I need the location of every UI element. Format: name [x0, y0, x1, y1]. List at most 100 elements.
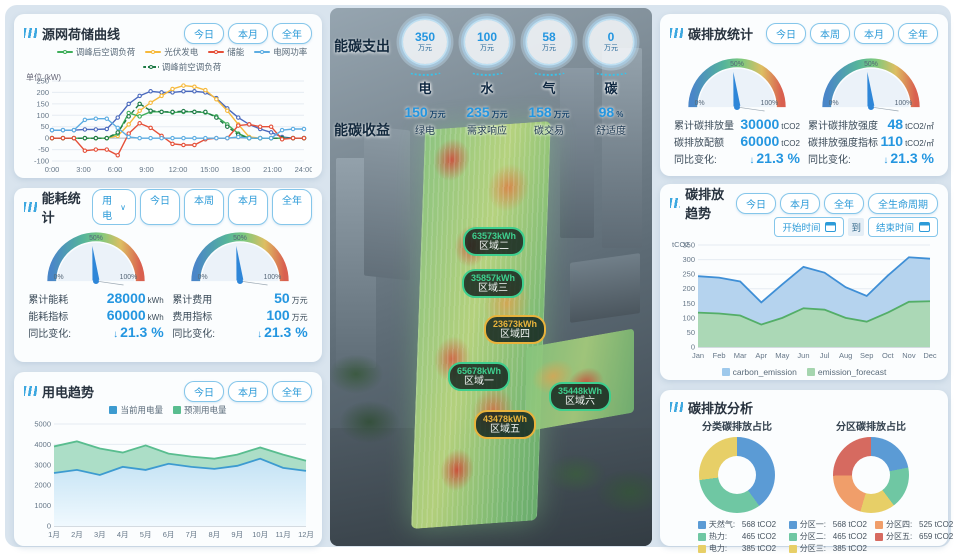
svg-text:Apr: Apr — [755, 351, 767, 360]
source-grid-load-chart: 单位 (kW) 250 200 150 100 50 0 -50 -100 0:00 3:00 6:… — [24, 73, 313, 179]
panel-title-text: 碳排放统计 — [688, 26, 754, 42]
panel-title: 源网荷储曲线 — [24, 24, 120, 43]
calendar-icon — [919, 222, 930, 232]
stat-unit: tCO2/㎡ — [905, 122, 934, 131]
legend-label: 调峰前空调负荷 — [161, 62, 222, 72]
svg-text:3000: 3000 — [34, 460, 51, 469]
legend-swatch — [697, 520, 706, 529]
expense-ring: 350 万元 — [403, 20, 447, 64]
legend-label: 当前用电量 — [120, 405, 163, 415]
time-filter-button[interactable]: 全年 — [272, 22, 312, 44]
svg-text:Aug: Aug — [839, 351, 852, 360]
dashed-arc-icon — [531, 67, 567, 76]
svg-text:9月: 9月 — [231, 530, 243, 539]
stat-row: 碳排放配额 60000 tCO2 — [674, 133, 800, 149]
time-filter-button[interactable]: 本月 — [854, 22, 894, 44]
dashed-arc-icon — [469, 67, 505, 76]
carbon-trend-chart: 350 300 250 200 150 100 50 0 Jan Feb Mar Apr May Jun J… — [670, 238, 938, 365]
time-filter-button[interactable]: 全年 — [898, 22, 938, 44]
legend-item[interactable]: 储能 — [208, 46, 244, 58]
chart-legend: 当前用电量 预测用电量 — [24, 402, 312, 417]
zone-label[interactable]: 35857kWh 区域三 — [462, 269, 525, 298]
stat-value: 100 — [266, 307, 290, 323]
svg-text:2月: 2月 — [71, 530, 83, 539]
carbon-total-gauge-block: 0% 50% 100% 累计碳排放量 30000 tCO2 碳排放配额 60000 tCO… — [674, 50, 800, 167]
panel-title-text: 用电趋势 — [42, 384, 95, 400]
time-filter-button[interactable]: 本周 — [810, 22, 850, 44]
time-filter-button[interactable]: 全年 — [824, 192, 864, 214]
donut-legend-item: 分区四: 525 tCO2 — [875, 519, 953, 530]
zone-name: 区域五 — [490, 424, 521, 435]
svg-text:12月: 12月 — [298, 530, 314, 539]
legend-label: 分区四: — [886, 520, 913, 529]
time-filter-button[interactable]: 今日 — [184, 22, 224, 44]
legend-label: 天然气: — [708, 520, 736, 529]
time-filter-button[interactable]: 本周 — [184, 189, 224, 225]
stat-label: 累计能耗 — [28, 295, 69, 306]
zone-label[interactable]: 43478kWh 区域五 — [474, 410, 537, 439]
down-arrow-icon: ↓ — [257, 329, 263, 340]
legend-line-swatch — [145, 50, 162, 54]
panel-carbon-stats: 碳排放统计 今日 本周 本月 全年 0% 50% 100% 累计碳排放量 30000 tC… — [660, 14, 948, 176]
time-filter-group: 今日 本周 本月 全年 — [766, 22, 938, 44]
zone-label[interactable]: 35448kWh 区域六 — [549, 382, 612, 411]
svg-text:0: 0 — [45, 134, 49, 143]
legend-item[interactable]: 当前用电量 — [109, 404, 163, 416]
end-date-input[interactable]: 结束时间 — [867, 217, 938, 237]
legend-label: 分区三: — [799, 544, 826, 553]
start-date-input[interactable]: 开始时间 — [774, 217, 845, 237]
svg-text:50: 50 — [41, 122, 49, 131]
zone-label[interactable]: 65678kWh 区域一 — [448, 362, 511, 391]
legend-swatch — [875, 520, 883, 529]
zone-label[interactable]: 23673kWh 区域四 — [484, 315, 547, 344]
svg-text:100: 100 — [682, 313, 695, 322]
stat-value: 60000 — [740, 133, 780, 149]
svg-text:50%: 50% — [89, 235, 103, 242]
revenue-item: 158 万元 碳交易 — [518, 104, 580, 137]
donut-legend: 分区一: 568 tCO2 分区二: 465 tCO2 分区三: 385 tCO2 分区四:… — [788, 519, 953, 554]
legend-value: 568 tCO2 — [741, 520, 777, 529]
legend-item[interactable]: carbon_emission — [721, 367, 797, 377]
zone-emission-donut[interactable] — [833, 437, 909, 513]
legend-label: 分区二: — [799, 532, 826, 541]
time-filter-button[interactable]: 本月 — [228, 189, 268, 225]
time-filter-button[interactable]: 全生命周期 — [868, 192, 938, 214]
panel-energy-stats: 能耗统计 用电 ∨ 今日 本周 本月 全年 0% 50% 100% 累计能耗 28000 k… — [14, 188, 322, 362]
legend-value: 385 tCO2 — [741, 544, 777, 553]
svg-text:100%: 100% — [761, 100, 779, 107]
legend-item[interactable]: 调峰后空调负荷 — [56, 46, 135, 58]
category-emission-donut[interactable] — [699, 437, 775, 513]
time-filter-button[interactable]: 今日 — [140, 189, 180, 225]
legend-item[interactable]: emission_forecast — [806, 367, 886, 377]
zone-energy-value: 65678kWh — [457, 366, 502, 376]
building-block — [364, 125, 410, 281]
time-filter-button[interactable]: 全年 — [272, 380, 312, 402]
legend-ring — [151, 50, 156, 54]
svg-text:250: 250 — [36, 77, 49, 86]
svg-text:-100: -100 — [34, 157, 49, 166]
donut-legend-item: 热力: 465 tCO2 — [697, 531, 776, 542]
svg-text:3:00: 3:00 — [76, 165, 91, 174]
expense-row-label: 能碳支出 — [334, 38, 390, 54]
time-filter-button[interactable]: 全年 — [272, 189, 312, 225]
time-filter-button[interactable]: 本月 — [780, 192, 820, 214]
legend-line-swatch — [142, 65, 159, 69]
revenue-item: 235 万元 需求响应 — [456, 104, 518, 137]
svg-text:Nov: Nov — [902, 351, 916, 360]
legend-item[interactable]: 电网功率 — [254, 46, 307, 58]
time-filter-button[interactable]: 本月 — [228, 22, 268, 44]
svg-text:4000: 4000 — [34, 440, 51, 449]
legend-item[interactable]: 预测用电量 — [173, 404, 227, 416]
legend-value: 525 tCO2 — [919, 520, 954, 529]
zone-label[interactable]: 63573kWh 区域二 — [463, 227, 526, 256]
legend-item[interactable]: 光伏发电 — [145, 46, 198, 58]
legend-item[interactable]: 调峰前空调负荷 — [142, 61, 222, 73]
stat-label: 累计碳排放强度 — [808, 121, 879, 132]
building-block — [560, 68, 594, 238]
time-filter-button[interactable]: 今日 — [184, 380, 224, 402]
time-filter-button[interactable]: 本月 — [228, 380, 268, 402]
time-filter-button[interactable]: 今日 — [736, 192, 776, 214]
time-filter-button[interactable]: 今日 — [766, 22, 806, 44]
energy-type-dropdown[interactable]: 用电 ∨ — [92, 189, 136, 225]
expense-item: 0 万元碳 — [580, 20, 642, 97]
